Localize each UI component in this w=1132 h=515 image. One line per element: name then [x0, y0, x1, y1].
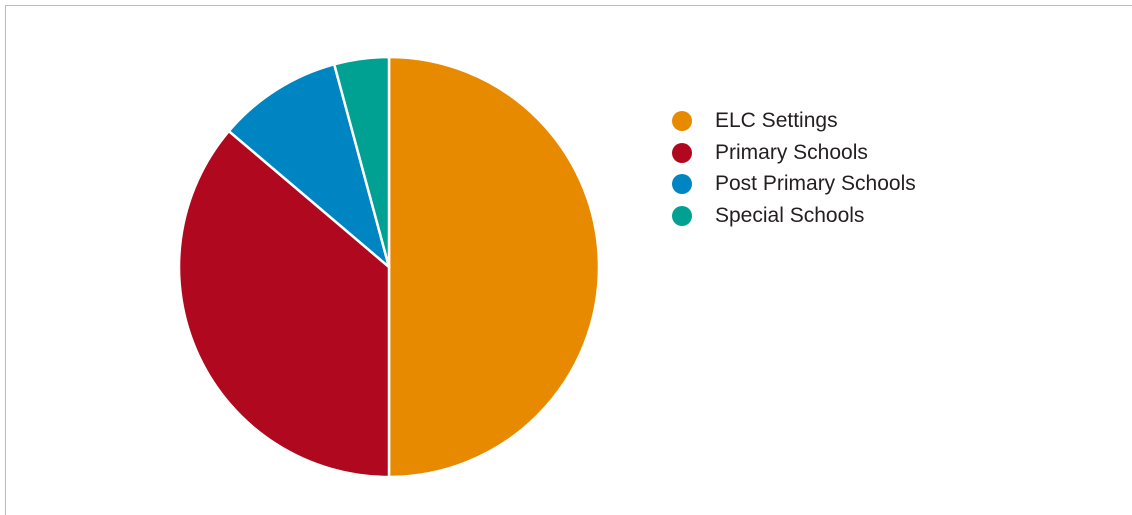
legend-item-special-schools: Special Schools	[672, 201, 916, 231]
legend-item-post-primary-schools: Post Primary Schools	[672, 169, 916, 199]
legend-label: ELC Settings	[715, 109, 838, 133]
legend-swatch-special-schools	[672, 206, 692, 226]
pie-slice-elc-settings	[389, 57, 599, 477]
legend-item-primary-schools: Primary Schools	[672, 138, 916, 168]
legend-label: Post Primary Schools	[715, 172, 916, 196]
legend-item-elc-settings: ELC Settings	[672, 106, 916, 136]
legend-swatch-elc-settings	[672, 111, 692, 131]
chart-legend: ELC Settings Primary Schools Post Primar…	[672, 106, 916, 232]
legend-label: Primary Schools	[715, 141, 868, 165]
legend-label: Special Schools	[715, 204, 864, 228]
legend-swatch-primary-schools	[672, 143, 692, 163]
legend-swatch-post-primary-schools	[672, 174, 692, 194]
pie-slices	[179, 57, 599, 477]
